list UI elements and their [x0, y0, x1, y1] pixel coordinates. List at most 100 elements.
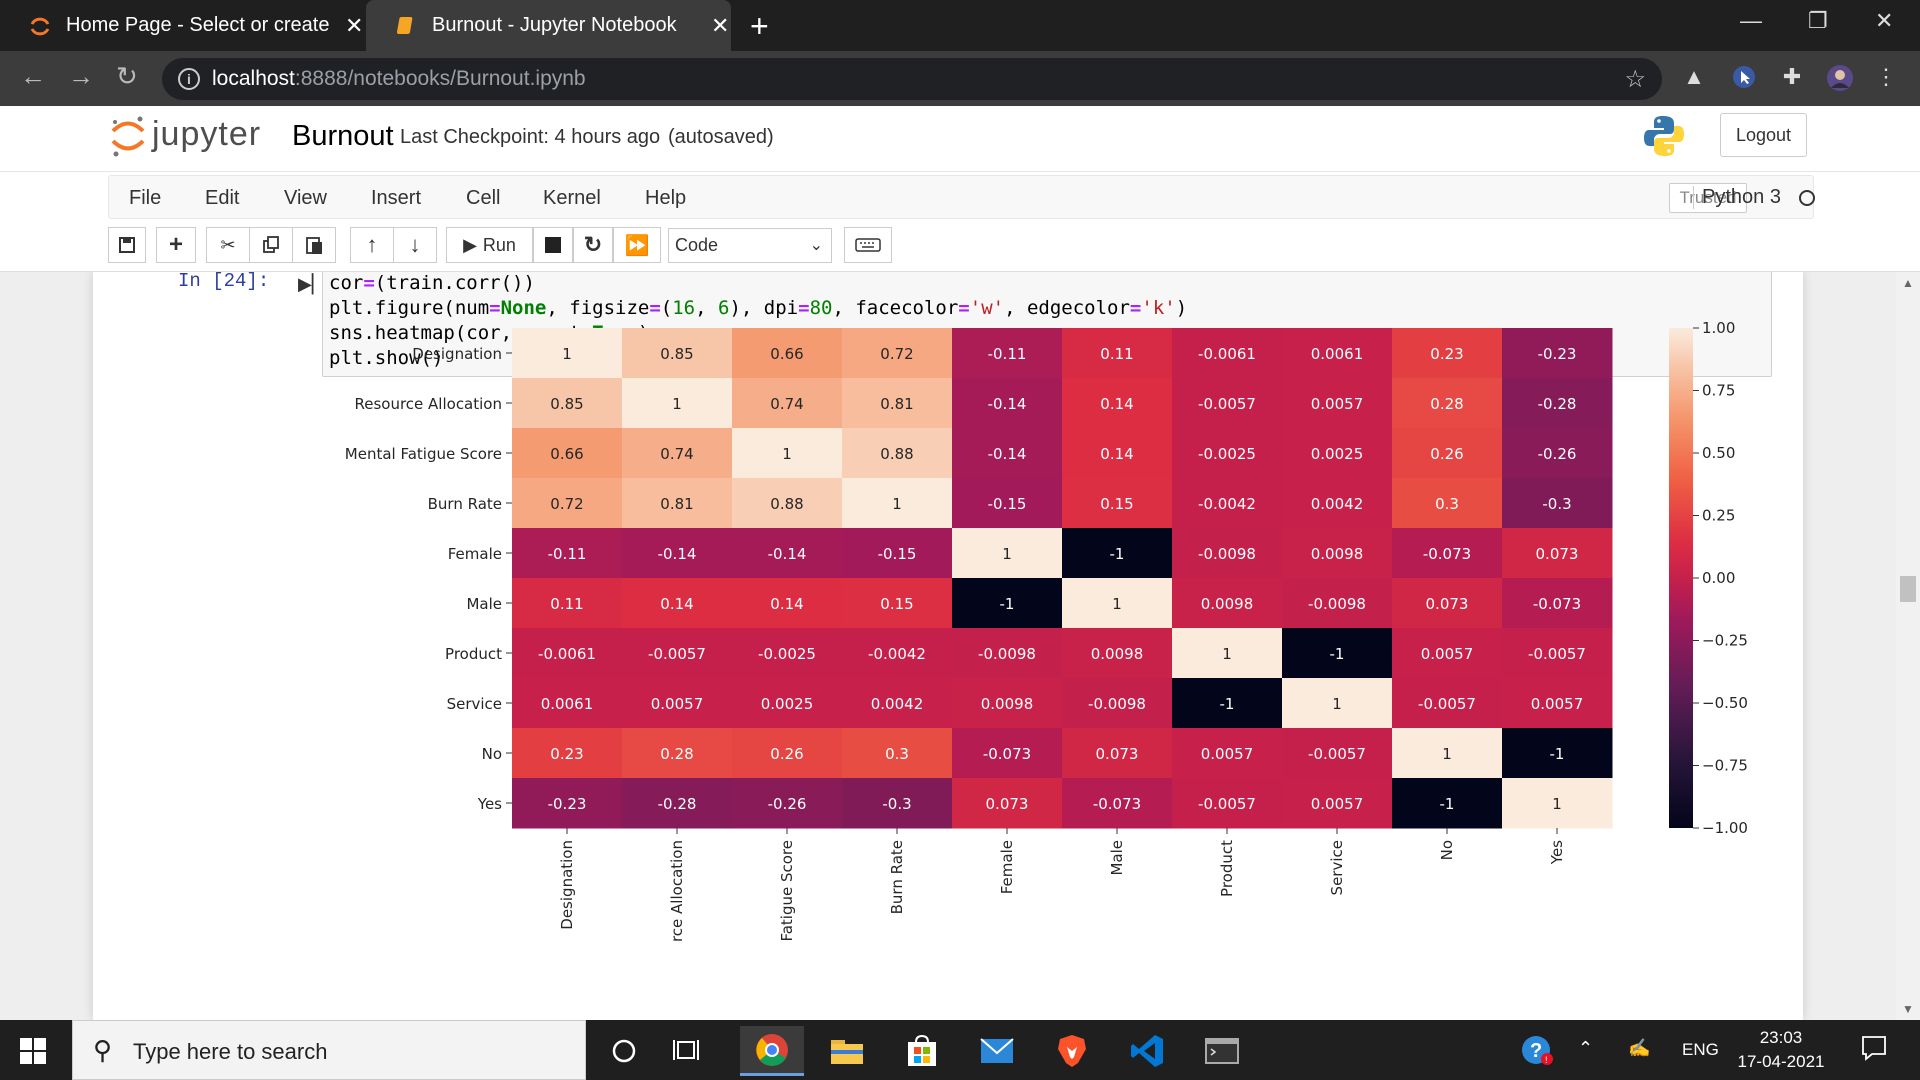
file-explorer-icon[interactable] [815, 1026, 879, 1076]
cell-annotation: 0.14 [660, 595, 693, 613]
chrome-taskbar-icon[interactable] [740, 1026, 804, 1076]
url-text: localhost:8888/notebooks/Burnout.ipynb [212, 67, 586, 90]
heatmap-cell [952, 528, 1063, 579]
restore-icon[interactable]: ❐ [1808, 8, 1828, 33]
heatmap-cell [512, 378, 623, 429]
menu-edit[interactable]: Edit [205, 187, 240, 209]
x-tick-label: Fatigue Score [778, 840, 796, 942]
system-clock[interactable]: 23:03 17-04-2021 [1735, 1026, 1827, 1074]
scroll-up-icon[interactable]: ▲ [1902, 276, 1914, 290]
language-indicator[interactable]: ENG [1682, 1040, 1719, 1059]
cell-type-select[interactable]: Code ⌄ [668, 228, 832, 263]
heatmap-cell [1062, 728, 1173, 779]
menu-help[interactable]: Help [645, 187, 687, 209]
paste-icon[interactable] [292, 227, 336, 263]
menu-cell[interactable]: Cell [466, 187, 501, 209]
logout-button[interactable]: Logout [1720, 113, 1807, 157]
heatmap-cell [1282, 678, 1393, 729]
help-tips-icon[interactable]: ?! [1520, 1032, 1556, 1073]
move-down-icon[interactable]: ↓ [393, 227, 437, 263]
code-line-4: plt.show() [329, 347, 444, 369]
task-view-icon[interactable] [656, 1026, 720, 1076]
stop-icon[interactable] [533, 227, 573, 263]
brave-rewards-icon[interactable]: ▲ [1683, 64, 1705, 89]
x-tick-label: No [1438, 840, 1456, 860]
copy-icon[interactable] [249, 227, 293, 263]
heatmap-cell [1502, 578, 1613, 629]
mail-icon[interactable] [965, 1026, 1029, 1076]
pen-workspace-icon[interactable]: ✍ [1628, 1038, 1651, 1058]
url-field[interactable]: i localhost:8888/notebooks/Burnout.ipynb… [162, 58, 1662, 100]
run-button[interactable]: ▶ Run [446, 227, 533, 263]
cortana-icon[interactable] [592, 1026, 656, 1076]
heatmap-cell [1172, 378, 1283, 429]
profile-avatar-icon[interactable] [1826, 64, 1854, 92]
jupyter-logo[interactable]: jupyter [110, 114, 261, 157]
windows-taskbar: ⚲ Type here to search ?! ⌃ ✍ ENG 23:03 1… [0, 1020, 1920, 1080]
move-up-icon[interactable]: ↑ [350, 227, 394, 263]
colorbar [1669, 328, 1693, 828]
heatmap-cell [1392, 778, 1503, 829]
menu-view[interactable]: View [284, 187, 327, 209]
save-icon[interactable] [108, 227, 146, 263]
heatmap-cell [1502, 478, 1613, 529]
cell-annotation: -1 [1220, 695, 1235, 713]
cell-annotation: -0.3 [1542, 495, 1571, 513]
heatmap-cell [952, 628, 1063, 679]
cell-run-indicator-icon[interactable]: ▶▏ [298, 274, 326, 294]
brave-browser-icon[interactable] [1040, 1026, 1104, 1076]
windows-start-icon[interactable] [20, 1038, 46, 1064]
heatmap-cell [842, 628, 953, 679]
cell-annotation: -1 [1440, 795, 1455, 813]
cell-annotation: -0.23 [1538, 345, 1577, 363]
kernel-name[interactable]: Python 3 [1693, 186, 1781, 209]
menu-file[interactable]: File [129, 187, 162, 209]
tab-home-page[interactable]: Home Page - Select or create a n ✕ [0, 0, 365, 51]
restart-kernel-icon[interactable]: ↻ [573, 227, 613, 263]
y-tick-label: No [482, 745, 502, 763]
cell-annotation: -0.26 [1538, 445, 1577, 463]
insert-cell-icon[interactable]: + [156, 227, 196, 263]
notebook-area[interactable]: In [24]: ▶▏ cor=(train.corr()) plt.figur… [0, 272, 1896, 1020]
cell-annotation: 1 [1552, 795, 1562, 813]
forward-icon[interactable]: → [68, 61, 94, 91]
vscode-icon[interactable] [1115, 1026, 1179, 1076]
scroll-down-icon[interactable]: ▼ [1902, 1002, 1914, 1016]
bookmark-star-icon[interactable]: ☆ [1624, 66, 1646, 93]
tab-burnout-notebook[interactable]: Burnout - Jupyter Notebook ✕ [366, 0, 731, 51]
page-scrollbar[interactable]: ▲ ▼ [1896, 272, 1920, 1020]
cell-annotation: -0.0042 [1198, 495, 1256, 513]
reload-icon[interactable]: ↻ [116, 61, 138, 91]
cut-icon[interactable]: ✂ [206, 227, 250, 263]
taskbar-search-box[interactable]: ⚲ Type here to search [72, 1020, 586, 1080]
close-tab-icon[interactable]: ✕ [345, 12, 364, 38]
microsoft-store-icon[interactable] [890, 1026, 954, 1076]
search-placeholder: Type here to search [133, 1039, 328, 1064]
restart-run-all-icon[interactable]: ⏩ [613, 227, 661, 263]
close-tab-icon[interactable]: ✕ [711, 12, 730, 38]
menu-kernel[interactable]: Kernel [543, 187, 601, 209]
x-tick-label: Service [1328, 840, 1346, 895]
keyboard-icon[interactable] [844, 227, 892, 263]
chevron-up-icon[interactable]: ⌃ [1578, 1038, 1594, 1058]
cell-annotation: -0.0042 [868, 645, 926, 663]
minimize-icon[interactable]: — [1740, 8, 1762, 33]
scroll-thumb[interactable] [1900, 576, 1916, 602]
extensions-puzzle-icon[interactable]: ✚ [1782, 64, 1802, 89]
heatmap-cell [1392, 328, 1503, 379]
cell-annotation: 0.26 [770, 745, 803, 763]
cell-annotation: 0.23 [1430, 345, 1463, 363]
y-tick-label: Service [447, 695, 502, 713]
notebook-name[interactable]: Burnout [292, 120, 394, 152]
new-tab-icon[interactable]: + [750, 8, 769, 44]
heatmap-cell [1392, 578, 1503, 629]
notifications-icon[interactable] [1860, 1034, 1888, 1067]
terminal-icon[interactable] [1190, 1026, 1254, 1076]
heatmap-cell [1062, 578, 1173, 629]
menu-insert[interactable]: Insert [371, 187, 422, 209]
info-icon[interactable]: i [178, 68, 200, 90]
browser-menu-icon[interactable]: ⋮ [1875, 64, 1897, 89]
back-icon[interactable]: ← [20, 61, 46, 91]
extension-cursor-icon[interactable] [1730, 64, 1758, 92]
close-window-icon[interactable]: ✕ [1875, 8, 1894, 33]
